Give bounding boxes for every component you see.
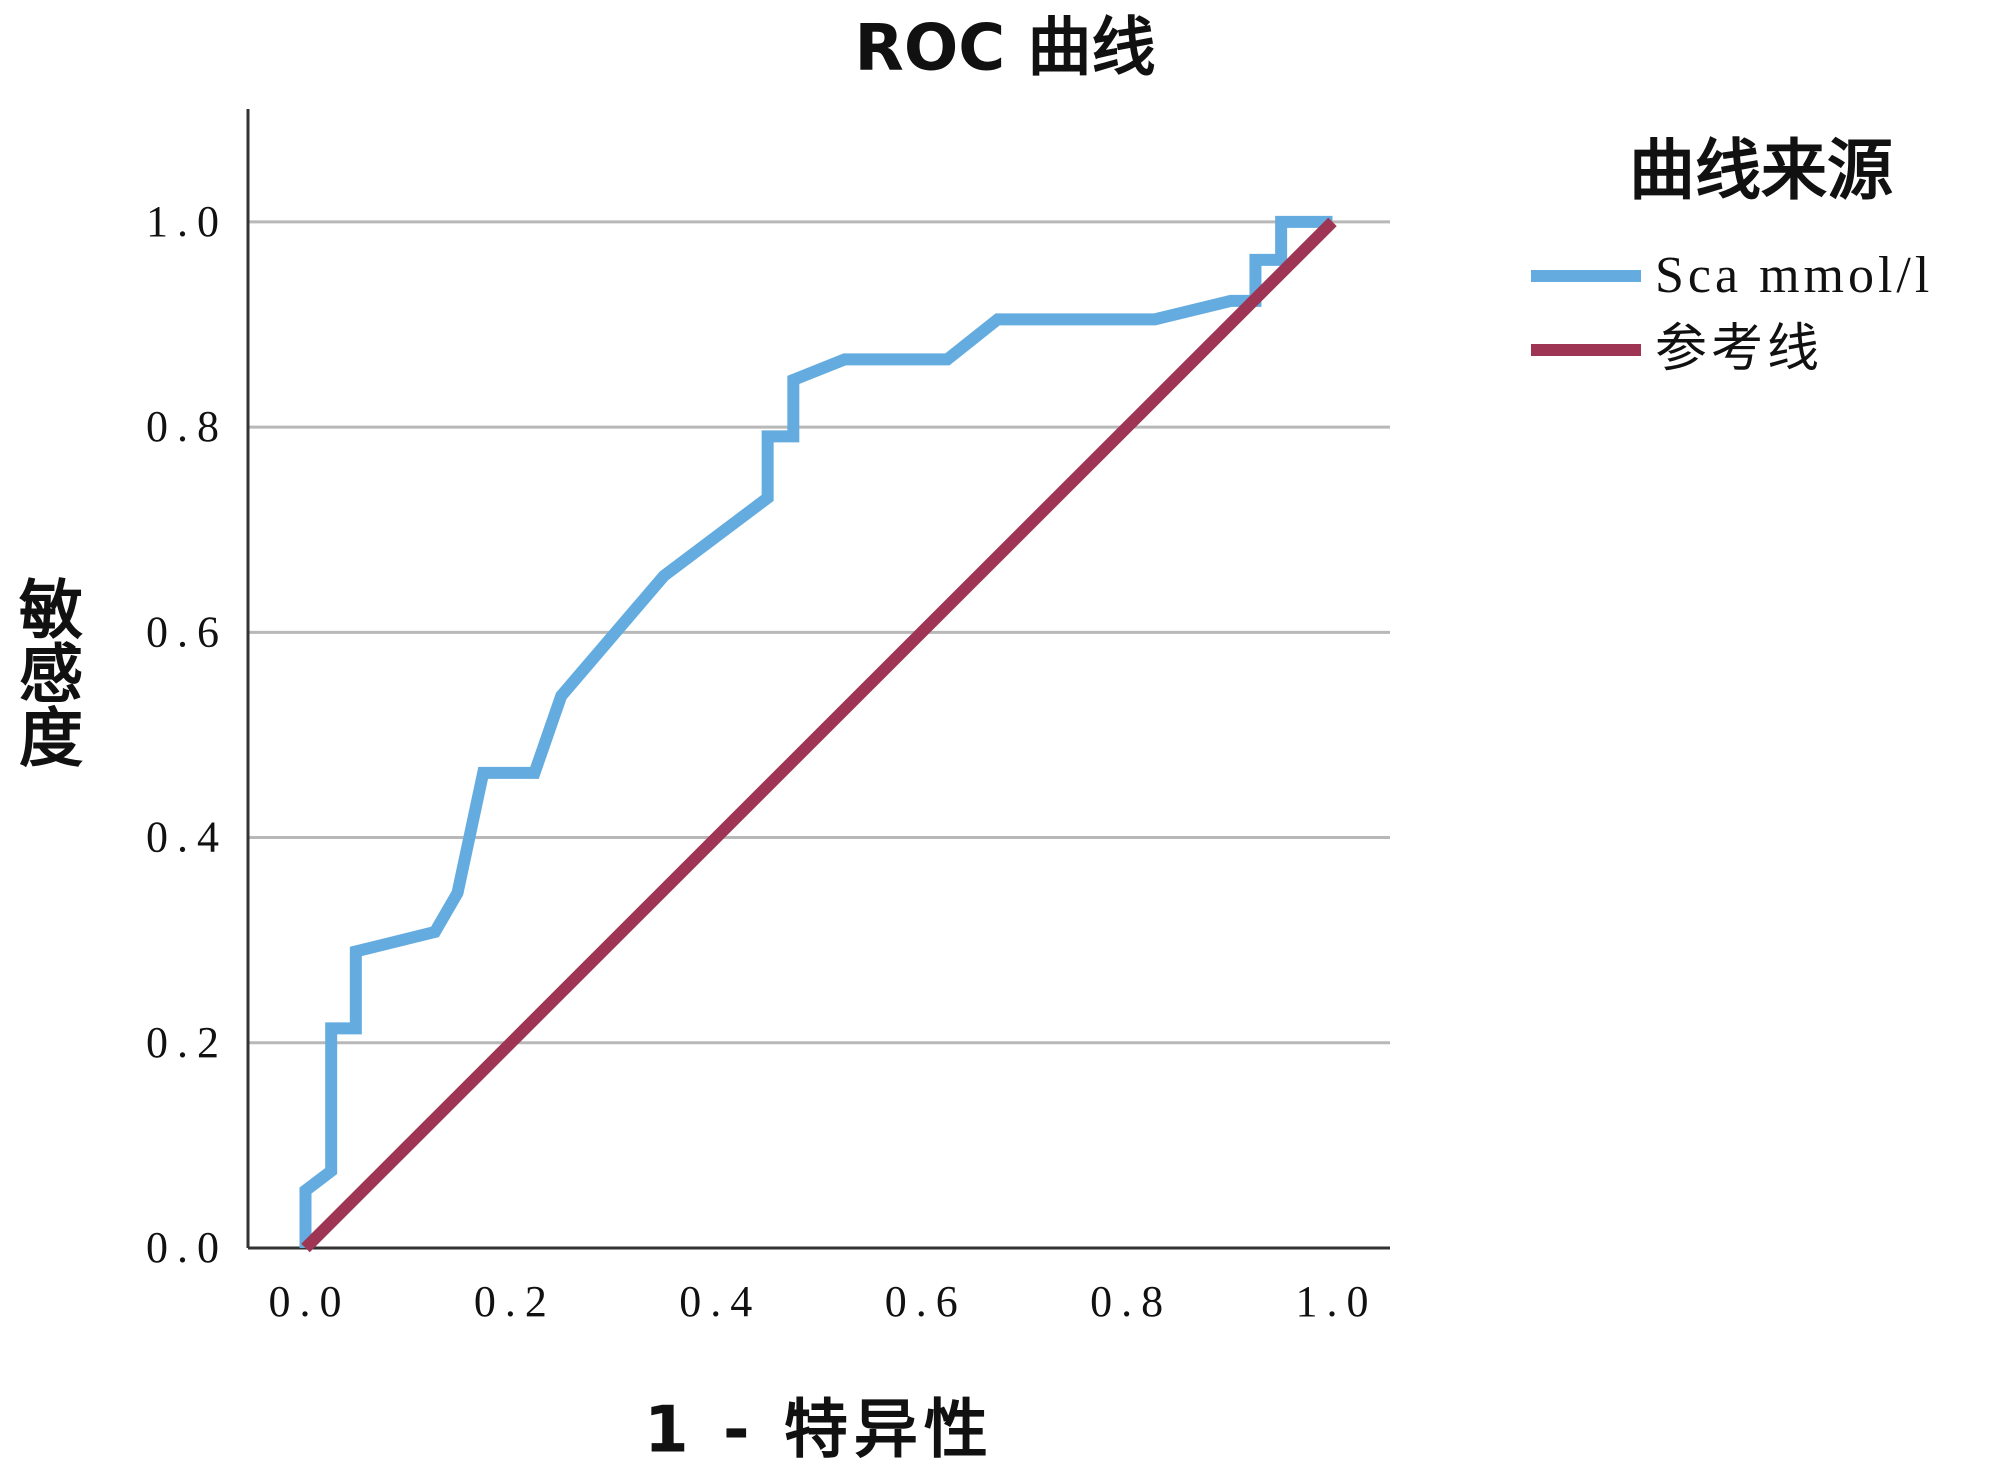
legend-label: 参考线 — [1655, 321, 1823, 378]
x-tick-label: 0.2 — [474, 1277, 556, 1326]
x-tick-label: 0.4 — [679, 1277, 761, 1326]
x-tick-label: 1.0 — [1295, 1277, 1377, 1326]
x-tick-label: 0.6 — [885, 1277, 967, 1326]
legend-title: 曲线来源 — [1629, 132, 1893, 209]
y-tick-label: 1.0 — [146, 197, 228, 246]
x-tick-label: 0.8 — [1090, 1277, 1172, 1326]
y-tick-label: 0.2 — [146, 1018, 228, 1067]
x-tick-label: 0.0 — [269, 1277, 351, 1326]
chart-title: ROC 曲线 — [855, 12, 1156, 86]
y-tick-label: 0.0 — [146, 1223, 228, 1272]
y-tick-label: 0.8 — [146, 402, 228, 451]
y-axis-title: 敏感度 — [8, 576, 83, 768]
y-tick-label: 0.4 — [146, 813, 228, 862]
series-line — [301, 217, 1337, 1253]
legend-label: Sca mmol/l — [1655, 247, 1933, 304]
x-axis-title: 1 - 特异性 — [644, 1394, 994, 1468]
y-tick-label: 0.6 — [146, 607, 228, 656]
